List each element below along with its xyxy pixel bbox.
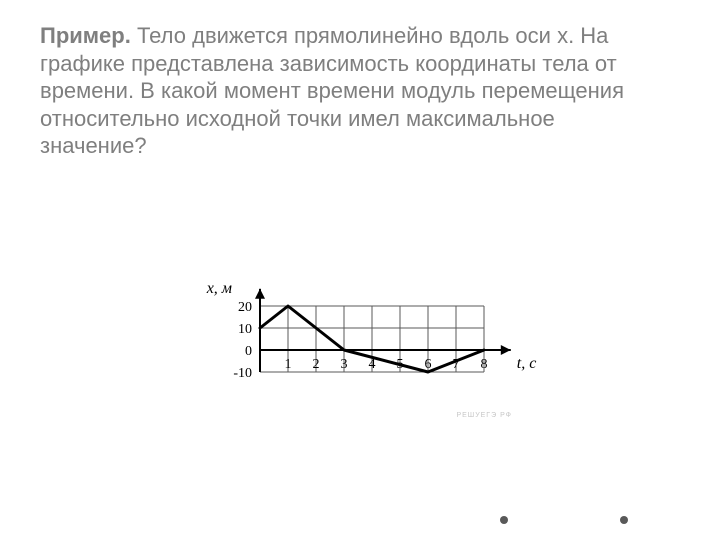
svg-text:8: 8 bbox=[481, 357, 488, 372]
svg-text:20: 20 bbox=[238, 300, 252, 315]
lead-word: Пример. bbox=[40, 23, 131, 48]
svg-text:10: 10 bbox=[238, 322, 252, 337]
svg-text:-10: -10 bbox=[233, 366, 252, 381]
svg-text:t, с: t, с bbox=[517, 355, 537, 372]
svg-text:3: 3 bbox=[341, 357, 348, 372]
svg-text:x, м: x, м bbox=[206, 280, 232, 297]
problem-text: Пример. Тело движется прямолинейно вдоль… bbox=[40, 22, 660, 160]
decor-dot bbox=[620, 516, 628, 524]
decor-dot bbox=[500, 516, 508, 524]
svg-text:1: 1 bbox=[285, 357, 292, 372]
svg-text:2: 2 bbox=[313, 357, 320, 372]
watermark: РЕШУЕГЭ РФ bbox=[456, 412, 512, 419]
svg-text:0: 0 bbox=[245, 344, 252, 359]
